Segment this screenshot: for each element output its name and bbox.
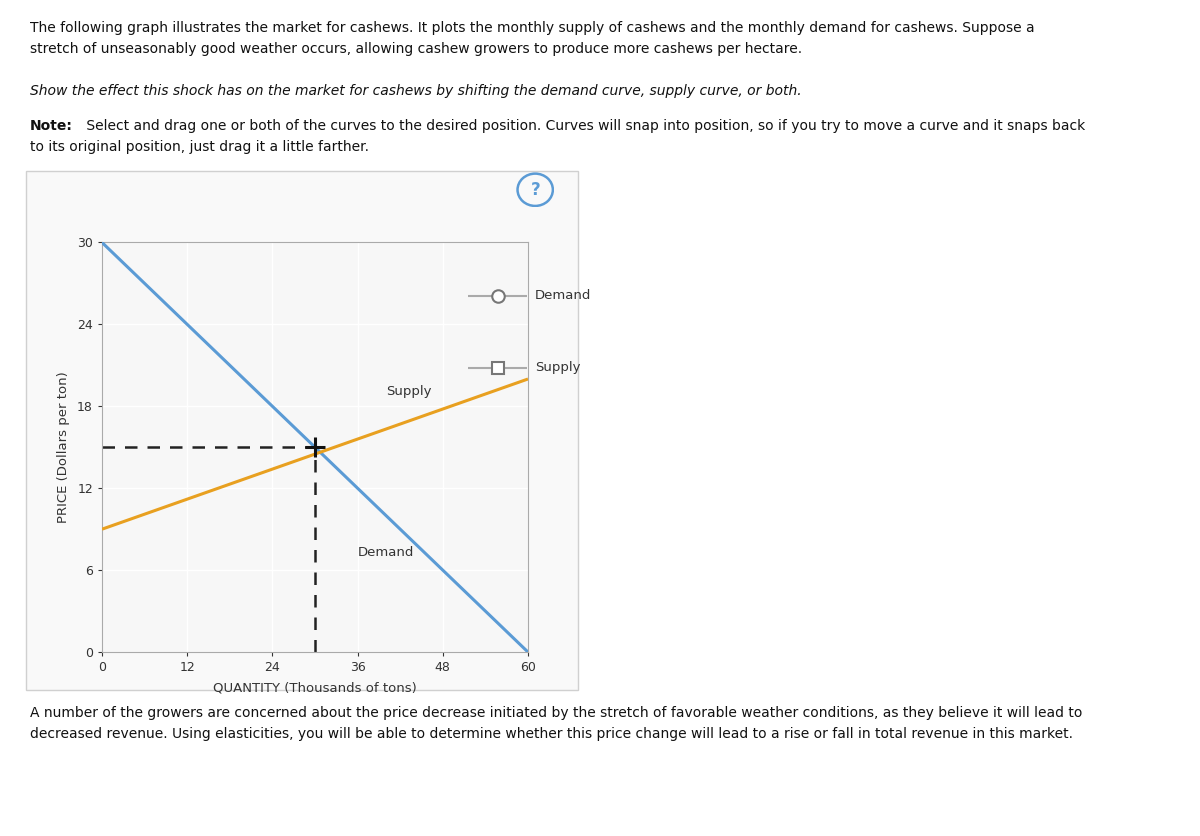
Text: Note:: Note: [30, 119, 73, 133]
Text: Demand: Demand [535, 289, 592, 303]
Text: Supply: Supply [386, 385, 432, 399]
X-axis label: QUANTITY (Thousands of tons): QUANTITY (Thousands of tons) [214, 681, 416, 694]
Text: Demand: Demand [358, 547, 414, 559]
Text: ?: ? [530, 181, 540, 200]
Text: Supply: Supply [535, 361, 581, 375]
Text: stretch of unseasonably good weather occurs, allowing cashew growers to produce : stretch of unseasonably good weather occ… [30, 42, 802, 56]
Text: Select and drag one or both of the curves to the desired position. Curves will s: Select and drag one or both of the curve… [82, 119, 1085, 133]
Text: Show the effect this shock has on the market for cashews by shifting the demand : Show the effect this shock has on the ma… [30, 84, 802, 98]
Text: decreased revenue. Using elasticities, you will be able to determine whether thi: decreased revenue. Using elasticities, y… [30, 727, 1073, 742]
Text: to its original position, just drag it a little farther.: to its original position, just drag it a… [30, 140, 370, 154]
Text: A number of the growers are concerned about the price decrease initiated by the : A number of the growers are concerned ab… [30, 706, 1082, 721]
Y-axis label: PRICE (Dollars per ton): PRICE (Dollars per ton) [58, 371, 70, 523]
Text: The following graph illustrates the market for cashews. It plots the monthly sup: The following graph illustrates the mark… [30, 21, 1034, 35]
